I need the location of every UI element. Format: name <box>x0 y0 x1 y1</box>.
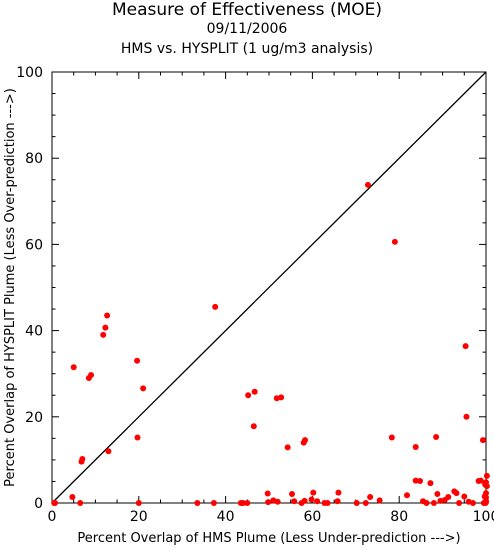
data-point <box>482 500 489 506</box>
data-point <box>335 489 342 496</box>
data-point <box>244 500 251 506</box>
data-point <box>423 500 430 506</box>
reference-line <box>51 71 487 504</box>
data-point <box>70 364 77 371</box>
data-point <box>314 498 321 505</box>
x-tick-label: 0 <box>48 509 57 525</box>
data-point <box>388 434 395 441</box>
tick-labels: 0 20 40 60 80 100 0 20 40 60 80 100 <box>16 65 494 525</box>
data-point <box>250 423 257 430</box>
data-point <box>134 434 141 441</box>
data-point <box>140 385 147 392</box>
data-point <box>274 498 281 505</box>
data-point <box>100 331 107 338</box>
data-point <box>463 413 470 420</box>
data-point <box>102 324 109 331</box>
data-point <box>104 312 111 319</box>
data-point <box>469 500 476 506</box>
data-point <box>362 500 369 506</box>
data-point <box>289 490 296 497</box>
data-points <box>51 181 490 506</box>
data-point <box>194 500 201 506</box>
y-tick-label: 100 <box>16 65 43 81</box>
data-point <box>88 371 95 378</box>
data-point <box>210 500 217 506</box>
chart-date: 09/11/2006 <box>206 21 288 37</box>
data-point <box>417 478 424 485</box>
data-point <box>69 493 76 500</box>
diagonal-reference-line <box>51 71 487 504</box>
x-tick-label: 60 <box>303 509 321 525</box>
data-point <box>364 181 371 188</box>
data-point <box>264 490 271 497</box>
data-point <box>291 498 298 505</box>
data-point <box>353 500 360 506</box>
x-tick-label: 40 <box>217 509 235 525</box>
data-point <box>412 443 419 450</box>
data-point <box>367 493 374 500</box>
data-point <box>52 500 59 506</box>
data-point <box>434 490 441 497</box>
x-tick-label: 80 <box>390 509 408 525</box>
y-axis-label: Percent Overlap of HYSPLIT Plume (Less O… <box>3 88 18 487</box>
data-point <box>477 477 484 484</box>
data-point <box>301 497 308 504</box>
chart-subtitle: HMS vs. HYSPLIT (1 ug/m3 analysis) <box>120 41 374 57</box>
data-point <box>461 493 468 500</box>
y-tick-label: 0 <box>34 496 43 512</box>
data-point <box>77 500 84 506</box>
data-point <box>302 437 309 444</box>
data-point <box>134 357 141 364</box>
x-tick-label: 100 <box>473 509 494 525</box>
y-tick-label: 40 <box>25 324 43 340</box>
y-tick-label: 20 <box>25 410 43 426</box>
data-point <box>310 489 317 496</box>
y-tick-label: 80 <box>25 151 43 167</box>
data-point <box>245 392 252 399</box>
chart-title: Measure of Effectiveness (MOE) <box>111 0 383 20</box>
data-point <box>430 500 437 506</box>
data-point <box>308 496 315 503</box>
data-point <box>105 448 112 455</box>
data-point <box>265 499 272 506</box>
data-point <box>453 490 460 497</box>
x-axis-label: Percent Overlap of HMS Plume (Less Under… <box>77 531 460 546</box>
data-point <box>376 497 383 504</box>
data-point <box>412 477 419 484</box>
data-point <box>334 498 341 505</box>
data-point <box>483 472 490 479</box>
data-point <box>324 500 331 506</box>
data-point <box>284 444 291 451</box>
data-point <box>427 480 434 487</box>
data-point <box>456 500 463 506</box>
data-point <box>278 394 285 401</box>
data-point <box>391 238 398 245</box>
data-point <box>445 493 452 500</box>
data-point <box>135 500 142 506</box>
data-point <box>462 343 469 350</box>
data-point <box>251 388 258 395</box>
data-point <box>404 492 411 499</box>
y-tick-label: 60 <box>25 237 43 253</box>
data-point <box>433 434 440 441</box>
data-point <box>79 456 86 463</box>
data-point <box>212 303 219 310</box>
data-point <box>483 483 490 490</box>
data-point <box>481 493 488 500</box>
x-tick-label: 20 <box>130 509 148 525</box>
data-point <box>479 437 486 444</box>
data-point <box>239 500 246 506</box>
